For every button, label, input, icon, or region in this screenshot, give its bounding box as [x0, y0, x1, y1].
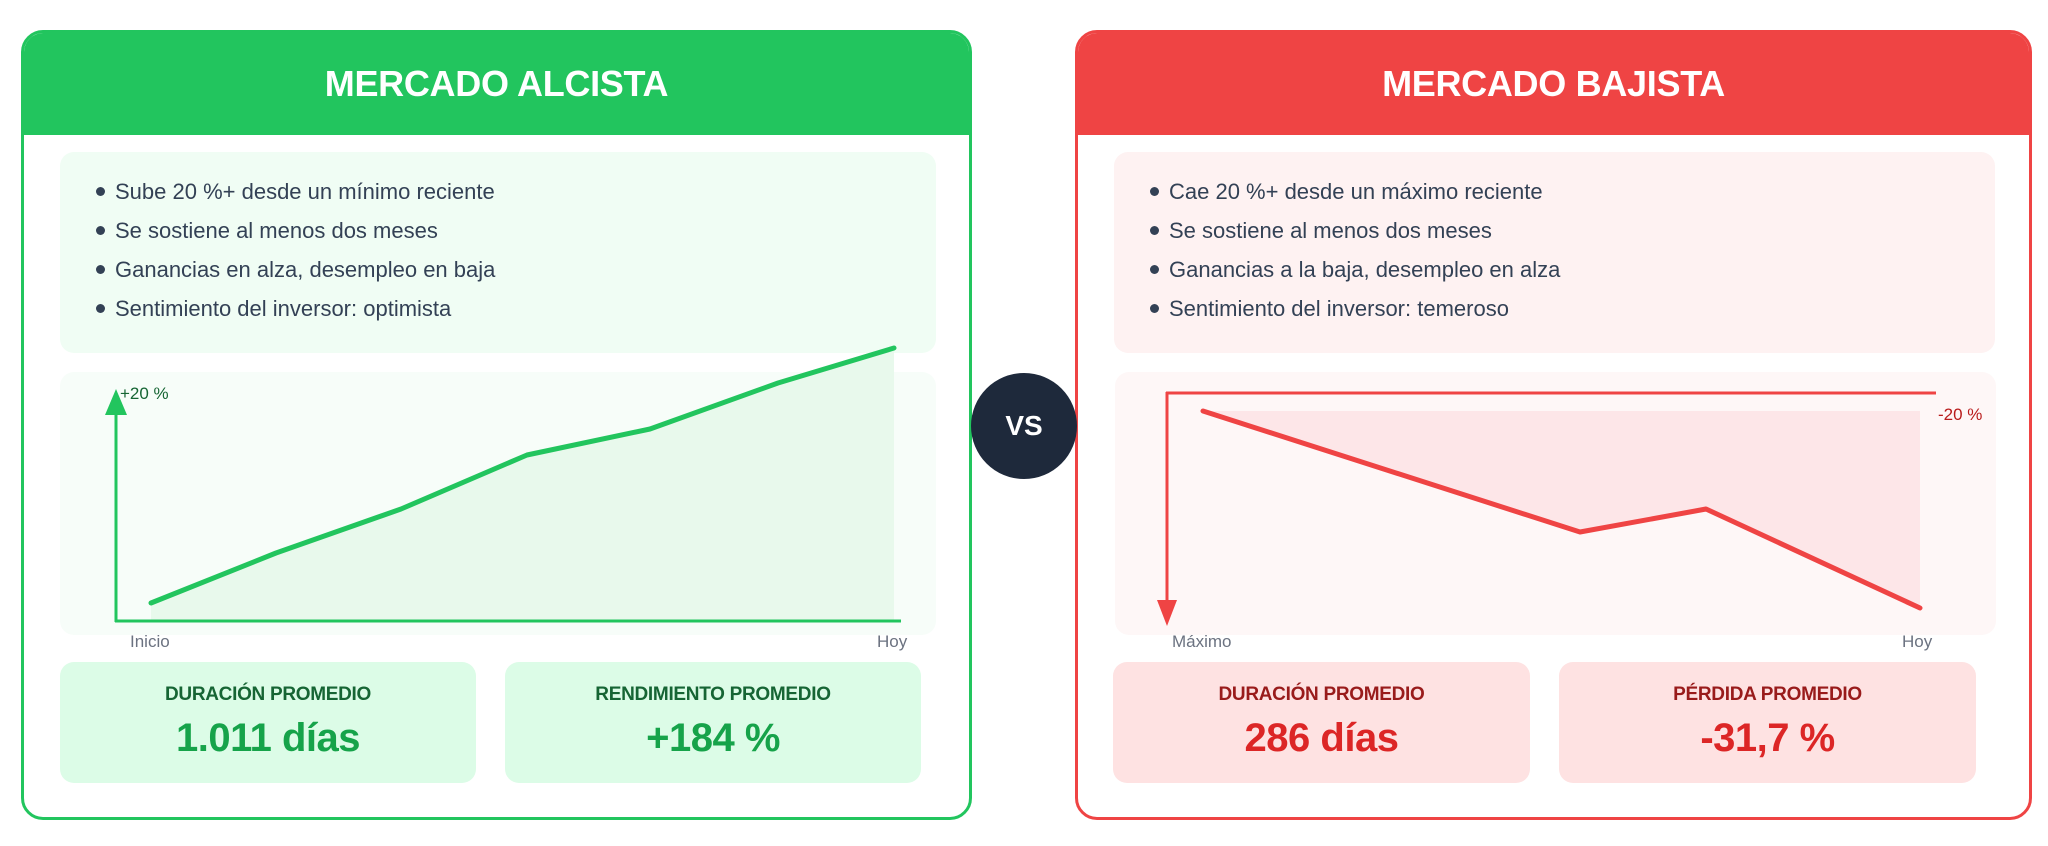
bull-threshold-label: +20 % [120, 384, 169, 403]
list-item: Sube 20 %+ desde un mínimo reciente [96, 172, 936, 211]
bear-threshold-label: -20 % [1938, 405, 1983, 424]
bear-x-end-label: Hoy [1902, 632, 1933, 651]
bull-price-line [148, 345, 897, 606]
bear-chart: -20 % Máximo Hoy [1115, 372, 1996, 651]
bear-stat-duration: DURACIÓN PROMEDIO 286 días [1113, 662, 1530, 783]
bull-chart: +20 % Inicio Hoy [60, 345, 936, 651]
bear-title: MERCADO BAJISTA [1382, 63, 1725, 104]
list-item: Ganancias en alza, desempleo en baja [96, 250, 936, 289]
list-item: Sentimiento del inversor: optimista [96, 289, 936, 328]
bullet-dot-icon [96, 187, 105, 196]
down-arrow-icon [1157, 600, 1177, 626]
bull-stat-duration: DURACIÓN PROMEDIO 1.011 días [60, 662, 476, 783]
stat-value: +184 % [646, 716, 780, 760]
bull-line-chart [105, 345, 901, 623]
stat-value: -31,7 % [1700, 716, 1835, 760]
stat-value: 1.011 días [175, 716, 361, 760]
bear-price-line [1200, 408, 1923, 611]
bull-x-end-label: Hoy [877, 632, 908, 651]
bullet-dot-icon [96, 226, 105, 235]
bullet-dot-icon [1150, 265, 1159, 274]
list-item: Se sostiene al menos dos meses [96, 211, 936, 250]
bear-criteria-list: Cae 20 %+ desde un máximo reciente Se so… [1114, 152, 1995, 353]
stat-label: DURACIÓN PROMEDIO [164, 684, 371, 705]
list-item: Ganancias a la baja, desempleo en alza [1150, 250, 1995, 289]
stat-label: DURACIÓN PROMEDIO [1218, 684, 1425, 705]
bull-x-start-label: Inicio [130, 632, 170, 651]
bull-area-fill [151, 348, 894, 621]
bullet-dot-icon [1150, 187, 1159, 196]
bear-x-start-label: Máximo [1172, 632, 1232, 651]
bear-card-header: MERCADO BAJISTA [1078, 33, 2029, 135]
list-item: Sentimiento del inversor: temeroso [1150, 289, 1995, 328]
bear-area-fill [1203, 411, 1920, 608]
bull-title: MERCADO ALCISTA [324, 63, 669, 104]
list-item: Cae 20 %+ desde un máximo reciente [1150, 172, 1995, 211]
bear-line-chart [1157, 391, 1936, 626]
stat-value: 286 días [1244, 716, 1399, 760]
bull-card-header: MERCADO ALCISTA [24, 33, 969, 135]
list-item: Se sostiene al menos dos meses [1150, 211, 1995, 250]
stat-label: PÉRDIDA PROMEDIO [1673, 684, 1862, 705]
bull-criteria-list: Sube 20 %+ desde un mínimo reciente Se s… [60, 152, 936, 353]
bullet-dot-icon [1150, 226, 1159, 235]
bullet-dot-icon [96, 265, 105, 274]
bear-market-card: MERCADO BAJISTA Cae 20 %+ desde un máxim… [1075, 30, 2032, 820]
bullet-dot-icon [96, 304, 105, 313]
vs-badge: VS [971, 373, 1077, 479]
bear-stat-loss: PÉRDIDA PROMEDIO -31,7 % [1559, 662, 1976, 783]
bull-stat-return: RENDIMIENTO PROMEDIO +184 % [505, 662, 921, 783]
bull-market-card: MERCADO ALCISTA Sube 20 %+ desde un míni… [21, 30, 972, 820]
stat-label: RENDIMIENTO PROMEDIO [595, 684, 831, 705]
bullet-dot-icon [1150, 304, 1159, 313]
up-arrow-icon [105, 389, 127, 415]
